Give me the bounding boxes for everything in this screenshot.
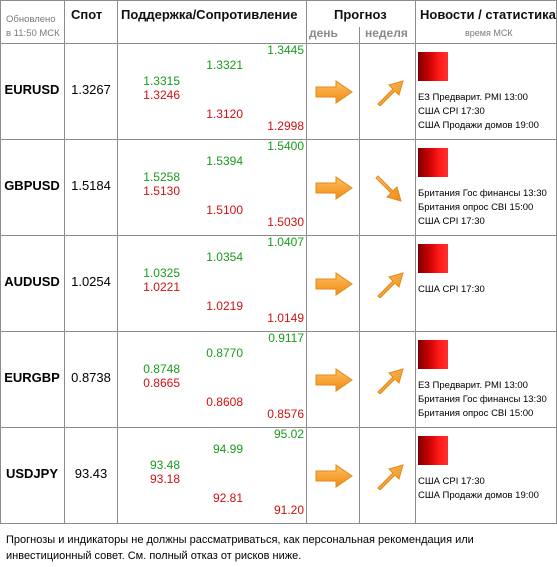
pair-name: EURGBP [4, 370, 60, 385]
row-separator [0, 427, 557, 428]
row-separator [0, 235, 557, 236]
spot-price: 1.0254 [71, 274, 111, 289]
news-item[interactable]: Британия Гос финансы 13:30 [418, 394, 547, 405]
news-item[interactable]: Британия Гос финансы 13:30 [418, 188, 547, 199]
support-1: 1.3246 [143, 88, 180, 102]
resistance-1: 1.0325 [143, 266, 180, 280]
news-icon[interactable] [418, 52, 448, 81]
news-item[interactable]: Британия опрос CBI 15:00 [418, 408, 534, 419]
support-2: 92.81 [212, 491, 243, 505]
support-1: 1.0221 [143, 280, 180, 294]
resistance-1: 1.3315 [143, 74, 180, 88]
arrow-up-right-icon [368, 462, 408, 491]
spot-price: 0.8738 [71, 370, 111, 385]
spot-price: 1.3267 [71, 82, 111, 97]
resistance-2: 0.8770 [206, 346, 243, 360]
news-icon[interactable] [418, 148, 448, 177]
arrow-up-right-icon [368, 78, 408, 107]
table-border-top [0, 0, 557, 1]
support-3: 1.0149 [267, 311, 304, 325]
resistance-1: 0.8748 [143, 362, 180, 376]
support-3: 1.2998 [267, 119, 304, 133]
support-2: 1.3120 [206, 107, 243, 121]
resistance-2: 1.3321 [206, 58, 243, 72]
updated-label: Обновлено [6, 14, 56, 25]
resistance-2: 1.5394 [206, 154, 243, 168]
forecast-week-header: неделя [365, 26, 408, 40]
forecast-header: Прогноз [334, 7, 387, 22]
spot-header: Спот [71, 7, 103, 22]
arrow-down-right-icon [368, 174, 408, 202]
support-2: 1.0219 [206, 299, 243, 313]
news-item[interactable]: США CPI 17:30 [418, 476, 485, 487]
arrow-right-icon [314, 270, 354, 298]
resistance-3: 1.3445 [267, 43, 304, 57]
disclaimer-text: Прогнозы и индикаторы не должны рассматр… [6, 534, 474, 562]
arrow-up-right-icon [368, 270, 408, 299]
arrow-right-icon [314, 78, 354, 106]
column-separator [415, 0, 416, 524]
support-3: 1.5030 [267, 215, 304, 229]
column-separator [306, 0, 307, 524]
support-2: 1.5100 [206, 203, 243, 217]
news-header: Новости / статистика [420, 7, 556, 22]
updated-time: в 11:50 МСК [6, 28, 60, 39]
arrow-right-icon [314, 174, 354, 202]
resistance-3: 1.5400 [267, 139, 304, 153]
pair-name: GBPUSD [4, 178, 60, 193]
resistance-3: 95.02 [273, 427, 304, 441]
spot-price: 1.5184 [71, 178, 111, 193]
column-separator [64, 0, 65, 524]
arrow-up-right-icon [368, 366, 408, 395]
row-separator [0, 139, 557, 140]
support-2: 0.8608 [206, 395, 243, 409]
support-1: 0.8665 [143, 376, 180, 390]
arrow-right-icon [314, 366, 354, 394]
resistance-1: 93.48 [149, 458, 180, 472]
resistance-3: 1.0407 [267, 235, 304, 249]
pair-name: AUDUSD [4, 274, 60, 289]
news-item[interactable]: США CPI 17:30 [418, 284, 485, 295]
news-item[interactable]: США CPI 17:30 [418, 106, 485, 117]
news-item[interactable]: США Продажи домов 19:00 [418, 120, 539, 131]
news-item[interactable]: Британия опрос CBI 15:00 [418, 202, 534, 213]
resistance-3: 0.9117 [268, 331, 304, 345]
spot-price: 93.43 [74, 466, 108, 481]
news-time-header: время МСК [465, 28, 513, 38]
column-separator [359, 27, 360, 524]
support-1: 93.18 [149, 472, 180, 486]
news-item[interactable]: ЕЗ Предварит. PMI 13:00 [418, 380, 528, 391]
arrow-right-icon [314, 462, 354, 490]
resistance-2: 1.0354 [206, 250, 243, 264]
support-1: 1.5130 [143, 184, 180, 198]
resistance-1: 1.5258 [143, 170, 180, 184]
forecast-day-header: день [309, 26, 338, 40]
row-separator [0, 331, 557, 332]
pair-name: USDJPY [5, 466, 59, 481]
news-icon[interactable] [418, 340, 448, 369]
support-resistance-header: Поддержка/Сопротивление [121, 7, 298, 22]
resistance-2: 94.99 [212, 442, 243, 456]
news-icon[interactable] [418, 244, 448, 273]
news-icon[interactable] [418, 436, 448, 465]
news-item[interactable]: США Продажи домов 19:00 [418, 490, 539, 501]
support-3: 0.8576 [267, 407, 304, 421]
news-item[interactable]: ЕЗ Предварит. PMI 13:00 [418, 92, 528, 103]
support-3: 91.20 [273, 503, 304, 517]
column-separator [117, 0, 118, 524]
table-border-bottom [0, 523, 557, 524]
news-item[interactable]: США CPI 17:30 [418, 216, 485, 227]
table-border-left [0, 0, 1, 524]
pair-name: EURUSD [4, 82, 60, 97]
header-separator [0, 43, 557, 44]
